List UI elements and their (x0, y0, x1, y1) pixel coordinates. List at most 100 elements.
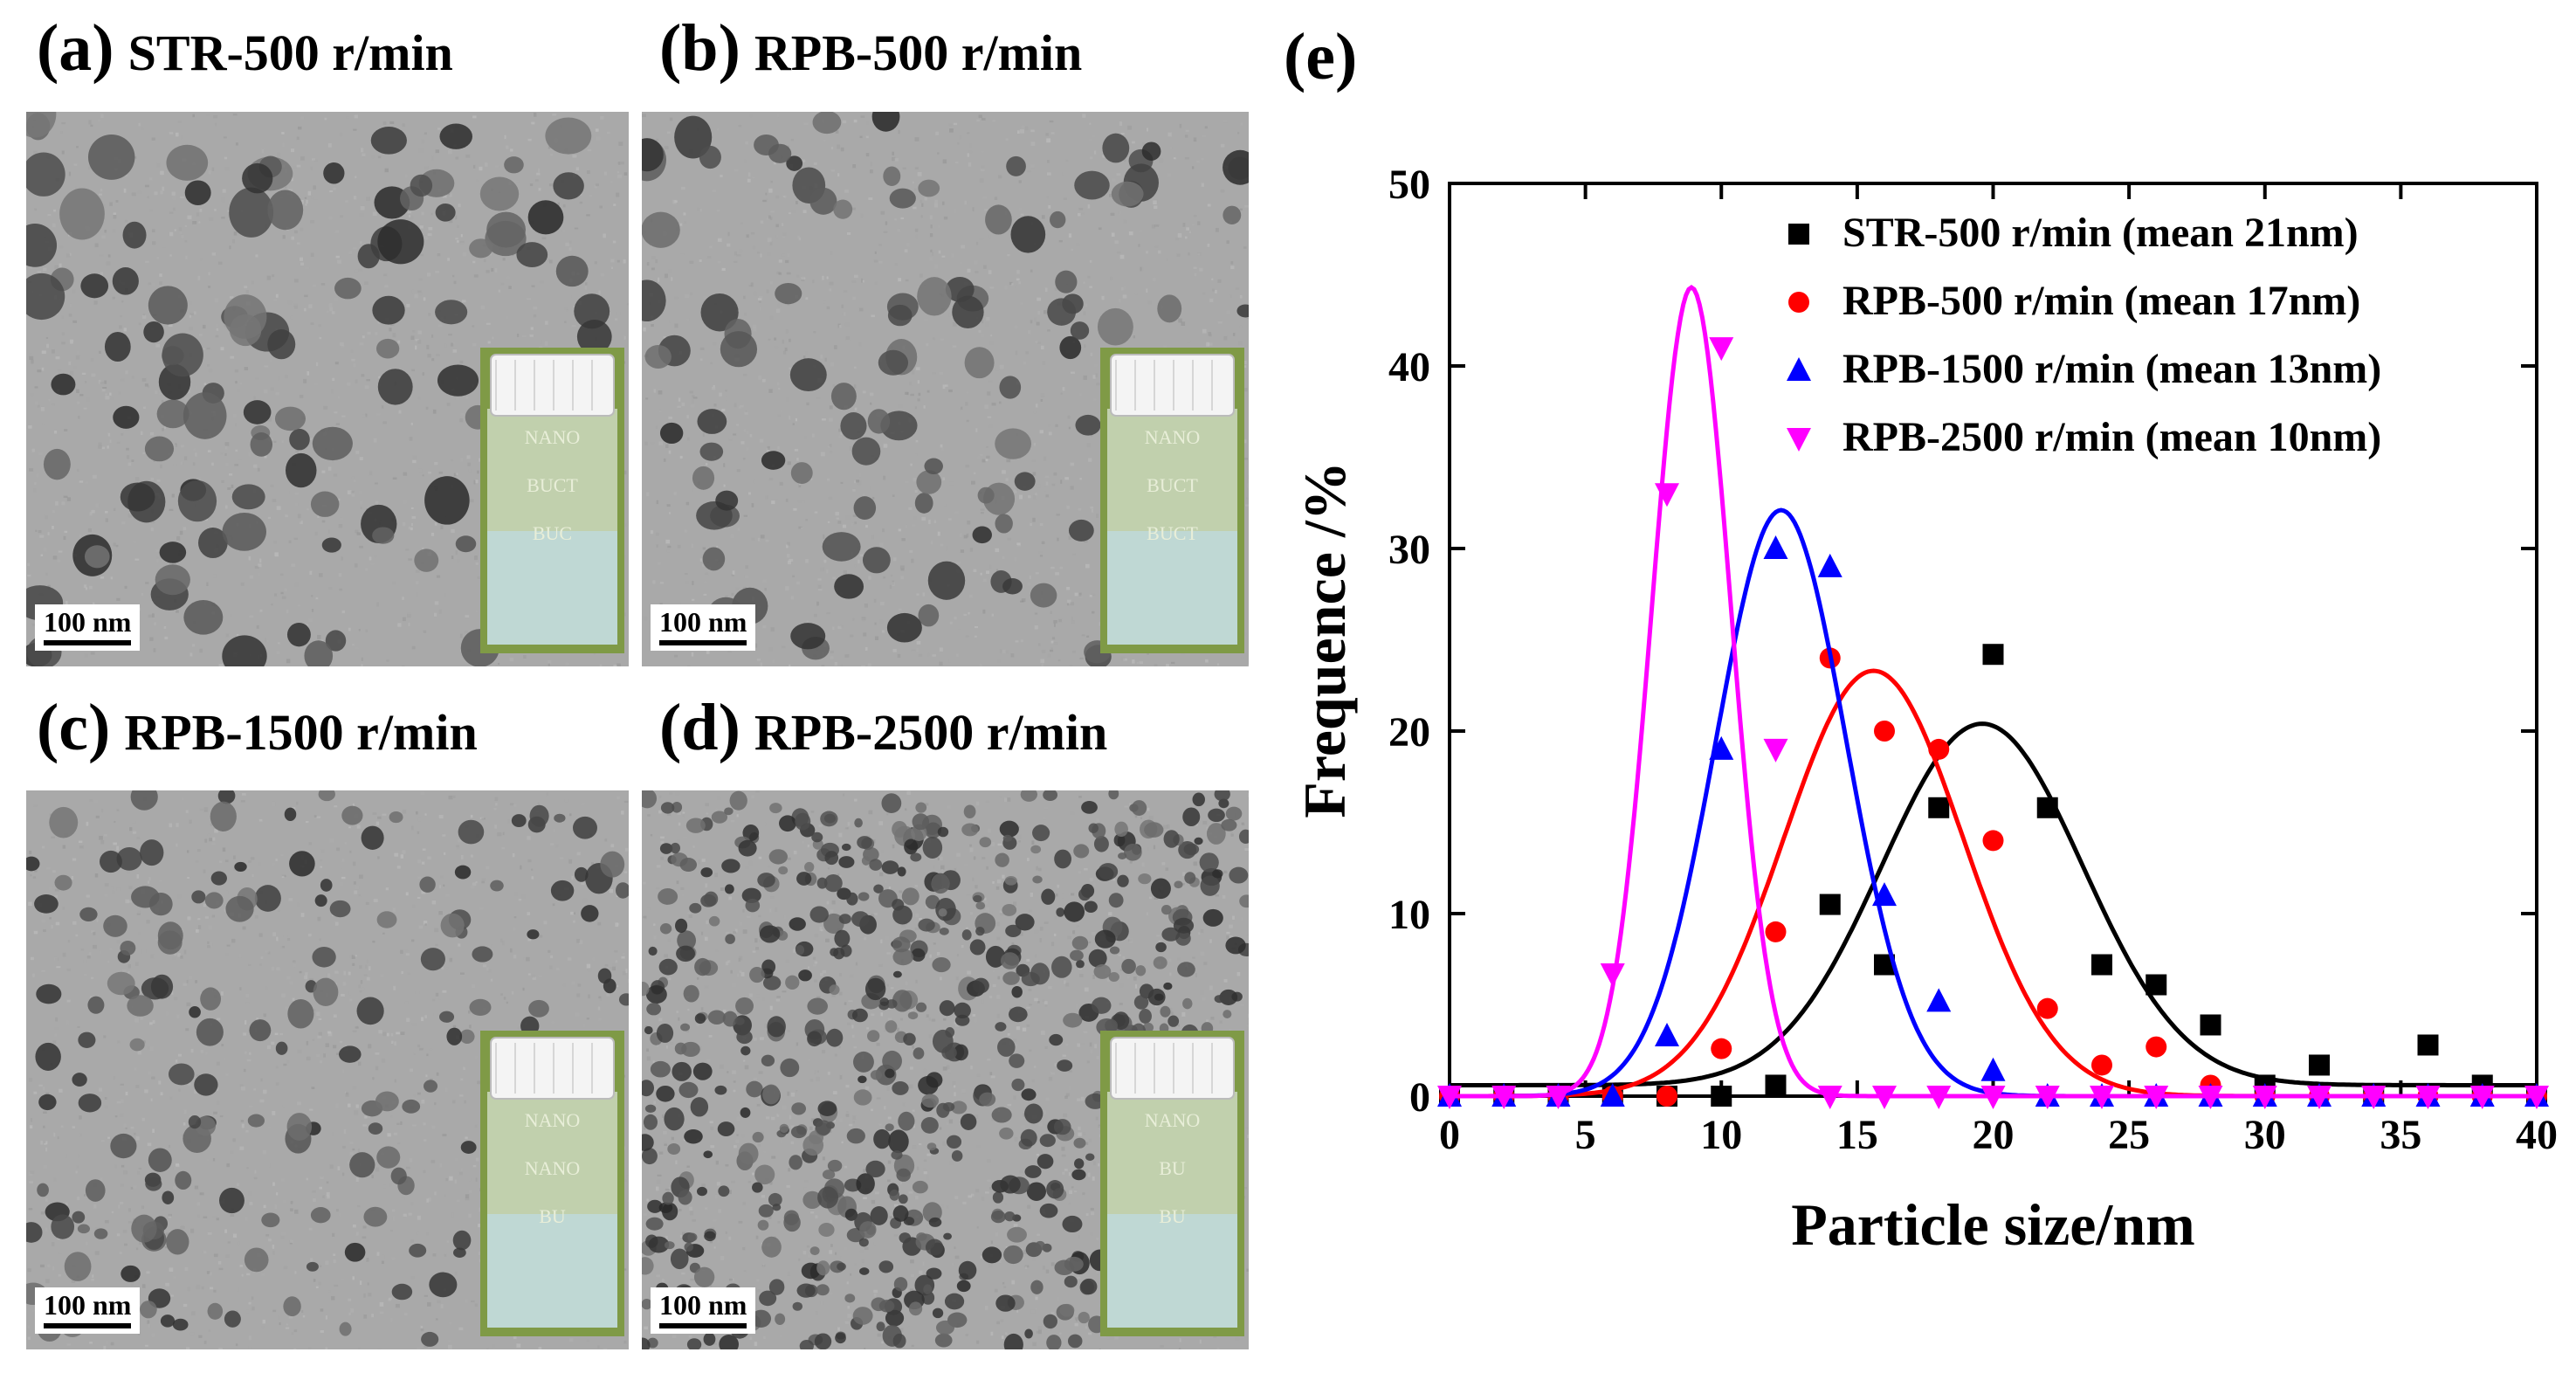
nanoparticle (757, 1219, 769, 1231)
nanoparticle (377, 369, 413, 405)
nanoparticle (1039, 1203, 1058, 1218)
nanoparticle (1214, 995, 1225, 1004)
nanoparticle (869, 859, 883, 871)
nanoparticle (1121, 958, 1136, 975)
x-tick-label: 10 (1700, 1112, 1742, 1158)
nanoparticle (985, 945, 1006, 968)
nanoparticle (1057, 1059, 1073, 1072)
data-point (2361, 1083, 2387, 1107)
nanoparticle (858, 892, 870, 901)
data-point (2415, 1086, 2441, 1109)
data-point (1493, 1086, 1515, 1107)
nanoparticle (553, 172, 584, 200)
nanoparticle (1079, 1280, 1095, 1295)
nanoparticle (289, 428, 310, 451)
data-point (1547, 1086, 1569, 1107)
nanoparticle (1021, 1088, 1037, 1101)
nanoparticle (159, 542, 187, 563)
nanoparticle (818, 1223, 835, 1238)
nanoparticle (26, 1222, 43, 1243)
nanoparticle (184, 180, 211, 205)
nanoparticle (969, 939, 986, 956)
nanoparticle (576, 319, 612, 355)
nanoparticle (878, 349, 909, 376)
nanoparticle (229, 314, 262, 347)
data-point (1765, 921, 1787, 942)
nanoparticle (1091, 997, 1112, 1014)
nanoparticle (528, 999, 549, 1018)
panel-d-label: (d) RPB-2500 r/min (659, 690, 1107, 766)
nanoparticle (43, 448, 71, 480)
nanoparticle (217, 790, 236, 804)
data-point (2146, 974, 2167, 996)
nanoparticle (145, 1176, 162, 1191)
nanoparticle (896, 1168, 911, 1182)
nanoparticle (780, 1058, 800, 1078)
nanoparticle (796, 872, 812, 886)
nanoparticle (741, 887, 761, 903)
nanoparticle (898, 1111, 915, 1131)
nanoparticle (222, 635, 267, 666)
nanoparticle (1049, 1033, 1064, 1046)
nanoparticle (1032, 875, 1043, 884)
nanoparticle (113, 405, 140, 429)
nanoparticle (899, 1194, 908, 1204)
nanoparticle (703, 1150, 713, 1159)
nanoparticle (750, 1309, 772, 1328)
nanoparticle (1059, 1303, 1075, 1317)
nanoparticle (746, 1080, 763, 1098)
nanoparticle (363, 1206, 388, 1227)
nanoparticle (824, 851, 839, 866)
nanoparticle (662, 1191, 674, 1205)
nanoparticle (853, 496, 877, 521)
data-point (1819, 647, 1841, 669)
nanoparticle (183, 392, 227, 439)
nanoparticle (790, 462, 813, 484)
nanoparticle (339, 1321, 352, 1336)
nanoparticle (361, 825, 384, 850)
nanoparticle (1228, 156, 1249, 180)
nanoparticle (646, 1003, 662, 1016)
nanoparticle (931, 873, 950, 894)
data-point (2526, 1086, 2547, 1107)
panel-c-scale-text: 100 nm (44, 1289, 132, 1321)
nanoparticle (1161, 904, 1172, 915)
nanoparticle (1011, 1078, 1025, 1092)
nanoparticle (918, 604, 940, 627)
nanoparticle (1144, 822, 1164, 838)
nanoparticle (642, 1337, 651, 1349)
nanoparticle (674, 115, 713, 159)
data-point (2035, 1086, 2060, 1109)
nanoparticle (1117, 874, 1129, 887)
legend-marker (1787, 428, 1811, 452)
nanoparticle (321, 537, 341, 553)
nanoparticle (54, 874, 72, 891)
nanoparticle (878, 1300, 895, 1313)
nanoparticle (130, 790, 158, 811)
nanoparticle (762, 976, 782, 990)
nanoparticle (375, 338, 400, 359)
nanoparticle (1194, 837, 1203, 845)
data-point (1763, 738, 1788, 762)
y-tick-label: 20 (1388, 709, 1430, 756)
nanoparticle (143, 321, 164, 343)
nanoparticle (419, 876, 436, 893)
nanoparticle (177, 480, 217, 522)
data-point (2035, 1083, 2060, 1107)
nanoparticle (925, 822, 942, 838)
nanoparticle (851, 437, 881, 466)
data-point (1655, 483, 1679, 507)
nanoparticle (645, 1217, 664, 1231)
vial-label-text: BUCT (1147, 474, 1198, 496)
nanoparticle (892, 899, 905, 911)
x-tick-label: 15 (1836, 1112, 1878, 1158)
nanoparticle (572, 816, 597, 839)
nanoparticle (926, 1142, 937, 1151)
nanoparticle (642, 138, 664, 172)
nanoparticle (529, 804, 549, 827)
nanoparticle (857, 836, 872, 849)
data-point (1493, 1086, 1515, 1107)
nanoparticle (642, 211, 680, 248)
nanoparticle (36, 983, 62, 1004)
nanoparticle (1002, 578, 1023, 595)
